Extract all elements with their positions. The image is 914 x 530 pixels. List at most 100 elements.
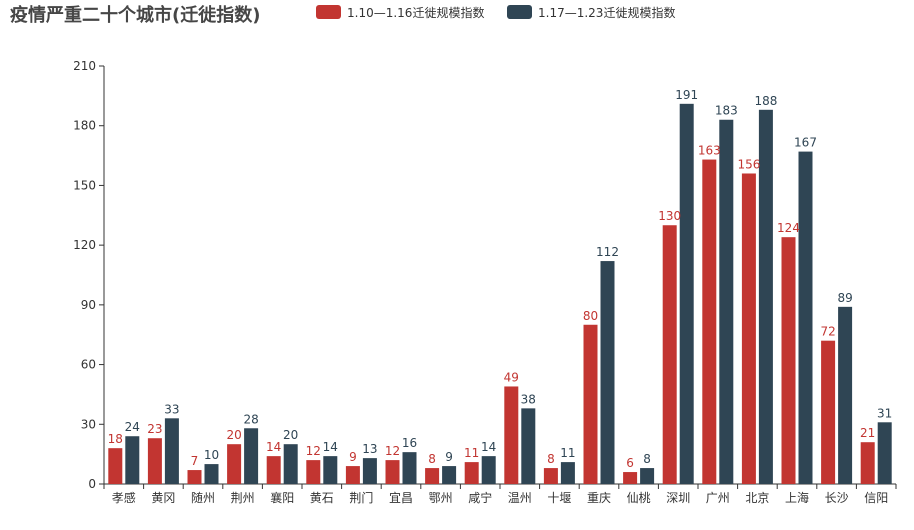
- bar-series2: [362, 458, 377, 484]
- y-tick-label: 210: [73, 59, 96, 73]
- x-tick-label: 信阳: [864, 491, 888, 505]
- data-label-series2: 38: [521, 392, 536, 406]
- x-tick-label: 温州: [508, 491, 532, 505]
- data-label-series1: 124: [777, 221, 800, 235]
- data-label-series2: 183: [715, 104, 738, 118]
- data-label-series1: 18: [108, 432, 123, 446]
- data-label-series2: 14: [481, 440, 496, 454]
- bar-series1: [741, 173, 756, 484]
- data-label-series1: 11: [464, 446, 479, 460]
- data-label-series1: 23: [147, 422, 162, 436]
- data-label-series1: 8: [547, 452, 555, 466]
- x-tick-label: 广州: [706, 491, 730, 505]
- data-label-series2: 10: [204, 448, 219, 462]
- y-tick-label: 180: [73, 119, 96, 133]
- data-label-series2: 14: [323, 440, 338, 454]
- x-tick-label: 十堰: [547, 491, 571, 505]
- bar-series2: [600, 261, 615, 484]
- data-label-series2: 28: [243, 412, 258, 426]
- bar-series2: [640, 468, 655, 484]
- data-label-series2: 112: [596, 245, 619, 259]
- data-label-series2: 24: [125, 420, 140, 434]
- bar-series1: [108, 448, 123, 484]
- data-label-series1: 8: [428, 452, 436, 466]
- data-label-series1: 130: [658, 209, 681, 223]
- legend-swatch-2: [507, 5, 532, 19]
- bar-series1: [345, 466, 360, 484]
- data-label-series2: 8: [643, 452, 651, 466]
- x-tick-label: 随州: [191, 490, 215, 505]
- chart-title: 疫情严重二十个城市(迁徙指数): [10, 4, 260, 26]
- data-label-series1: 72: [820, 325, 835, 339]
- bar-series1: [385, 460, 400, 484]
- x-tick-label: 长沙: [825, 491, 849, 505]
- y-tick-label: 150: [73, 178, 96, 192]
- x-tick-label: 重庆: [587, 491, 611, 505]
- x-tick-label: 仙桃: [627, 490, 651, 505]
- x-tick-label: 上海: [785, 490, 809, 505]
- x-tick-label: 宜昌: [389, 490, 413, 505]
- bar-series1: [504, 386, 519, 484]
- y-tick-label: 60: [81, 358, 96, 372]
- data-label-series2: 13: [362, 442, 377, 456]
- data-label-series1: 49: [504, 370, 519, 384]
- data-label-series2: 11: [560, 446, 575, 460]
- data-label-series1: 163: [698, 144, 721, 158]
- x-tick-label: 北京: [745, 491, 769, 505]
- x-tick-label: 荆门: [349, 490, 373, 505]
- data-label-series1: 12: [385, 444, 400, 458]
- x-tick-label: 咸宁: [468, 490, 492, 505]
- y-tick-label: 0: [88, 477, 96, 491]
- bar-series2: [877, 422, 892, 484]
- x-tick-label: 黄冈: [151, 491, 175, 505]
- axes: 0 30 60 90 120 150 180 210 孝感 黄冈 随州 荆州 襄阳 黄石 荆门 宜昌 鄂州 咸宁 温…: [73, 59, 897, 505]
- bar-series2: [560, 462, 575, 484]
- legend-swatch-1: [316, 5, 341, 19]
- bar-series2: [204, 464, 219, 484]
- bar-series1: [425, 468, 440, 484]
- bar-series1: [187, 470, 202, 484]
- bar-series1: [702, 159, 717, 485]
- bar-series1: [860, 442, 875, 484]
- bar-series1: [623, 472, 638, 484]
- data-label-series1: 6: [626, 456, 634, 470]
- bar-series2: [798, 151, 813, 485]
- data-label-series2: 191: [675, 88, 698, 102]
- bar-series2: [521, 408, 536, 484]
- data-label-series2: 188: [754, 94, 777, 108]
- bar-series2: [758, 109, 773, 485]
- bar-series2: [719, 119, 734, 484]
- data-label-series2: 167: [794, 136, 817, 150]
- data-label-series2: 9: [445, 450, 453, 464]
- legend-label-1: 1.10—1.16迁徙规模指数: [347, 5, 484, 20]
- bar-series1: [227, 444, 242, 484]
- data-label-series2: 89: [837, 291, 852, 305]
- bars: [108, 103, 892, 485]
- bar-series2: [679, 103, 694, 485]
- x-tick-label: 深圳: [666, 491, 690, 505]
- data-label-series1: 156: [737, 157, 760, 171]
- bar-series2: [244, 428, 259, 484]
- data-label-series2: 16: [402, 436, 417, 450]
- bar-series2: [838, 306, 853, 484]
- bar-series1: [306, 460, 321, 484]
- y-tick-label: 30: [81, 417, 96, 431]
- data-label-series1: 14: [266, 440, 281, 454]
- data-label-series2: 33: [164, 402, 179, 416]
- bar-series2: [442, 466, 457, 484]
- x-tick-label: 孝感: [112, 490, 136, 505]
- legend-label-2: 1.17—1.23迁徙规模指数: [538, 5, 675, 20]
- bar-series2: [283, 444, 298, 484]
- x-tick-label: 襄阳: [270, 490, 294, 505]
- data-label-series2: 20: [283, 428, 298, 442]
- data-label-series1: 20: [226, 428, 241, 442]
- bar-series1: [821, 340, 836, 484]
- bar-series2: [164, 418, 179, 484]
- bar-series1: [147, 438, 162, 484]
- data-label-series1: 80: [583, 309, 598, 323]
- bar-series2: [481, 456, 496, 484]
- data-label-series1: 12: [306, 444, 321, 458]
